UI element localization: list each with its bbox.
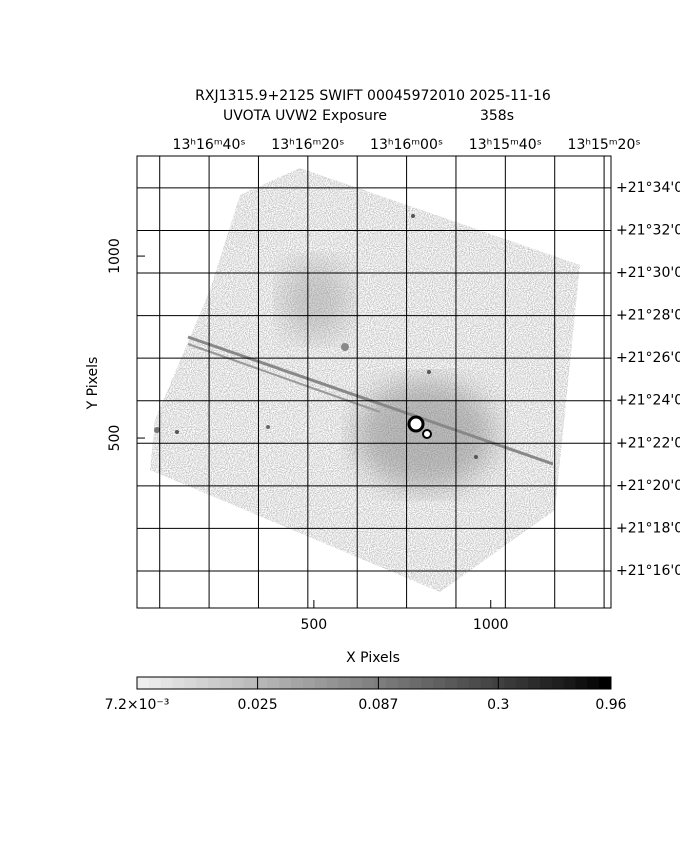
source [341,343,349,351]
ra-tick-label: 13ʰ16ᵐ00ˢ [370,137,443,153]
colorbar-step [208,677,221,689]
colorbar-step [255,677,268,689]
source [427,370,431,374]
x-tick-label: 500 [300,617,327,633]
chart-subtitle: UVOTA UVW2 Exposure [223,108,387,124]
colorbar-step [516,677,529,689]
ra-tick-label: 13ʰ16ᵐ40ˢ [173,137,246,153]
source [474,455,478,459]
source [266,425,270,429]
x-axis-label: X Pixels [346,650,400,666]
colorbar-step [326,677,339,689]
dec-tick-label: +21°18'0 [616,520,680,536]
colorbar-step [184,677,197,689]
colorbar-step [587,677,600,689]
ra-tick-label: 13ʰ15ᵐ40ˢ [469,137,542,153]
colorbar-step [267,677,280,689]
colorbar-tick-label: 0.025 [238,697,278,713]
colorbar-step [172,677,185,689]
y-axis-label: Y Pixels [85,357,101,411]
colorbar-step [551,677,565,689]
colorbar-tick-label: 0.087 [358,697,398,713]
colorbar-step [137,677,150,689]
source [411,214,415,218]
colorbar-step [160,677,174,689]
colorbar-step [196,677,209,689]
diffuse-emission [280,260,350,340]
y-tick-label: 1000 [107,238,123,274]
ra-tick-label: 13ʰ16ᵐ20ˢ [271,137,344,153]
dec-tick-label: +21°26'0 [616,350,680,366]
dec-tick-label: +21°32'0 [616,222,680,238]
colorbar-step [445,677,458,689]
colorbar-frame [136,676,612,690]
colorbar-step [456,677,470,689]
colorbar-step [231,677,245,689]
dec-tick-label: +21°16'0 [616,563,680,579]
colorbar-step [397,677,411,689]
source [175,430,179,434]
colorbar-step [528,677,541,689]
colorbar-step [350,677,363,689]
colorbar-step [243,677,256,689]
colorbar-step [421,677,434,689]
colorbar-step [563,677,576,689]
colorbar-step [279,677,292,689]
colorbar-step [314,677,328,689]
plot-frame [136,155,612,609]
colorbar-step [504,677,517,689]
dec-tick-label: +21°22'0 [616,435,680,451]
colorbar-step [362,677,375,689]
dec-tick-label: +21°28'0 [616,308,680,324]
dec-tick-label: +21°20'0 [616,478,680,494]
colorbar-step [480,677,493,689]
colorbar-step [539,677,553,689]
colorbar-tick-label: 0.96 [595,697,626,713]
colorbar-tick-label: 0.3 [487,697,509,713]
dec-tick-label: +21°24'0 [616,393,680,409]
colorbar-step [148,677,162,689]
colorbar [136,677,612,689]
source [422,429,432,439]
colorbar-step [599,677,612,689]
colorbar-tick-label: 7.2×10⁻³ [105,697,170,713]
colorbar-step [409,677,422,689]
colorbar-step [468,677,482,689]
colorbar-step [385,677,399,689]
exposure-label: 358s [480,108,514,124]
colorbar-step [219,677,233,689]
source [154,427,160,433]
colorbar-step [291,677,304,689]
colorbar-step [433,677,446,689]
grid [137,156,611,608]
chart-title: RXJ1315.9+2125 SWIFT 00045972010 2025-11… [195,88,551,104]
dec-tick-label: +21°34'0 [616,180,680,196]
colorbar-step [338,677,351,689]
ra-tick-label: 13ʰ15ᵐ20ˢ [568,137,641,153]
colorbar-step [575,677,588,689]
source [407,415,425,433]
colorbar-step [374,677,387,689]
colorbar-step [302,677,316,689]
dec-tick-label: +21°30'0 [616,265,680,281]
y-tick-label: 500 [107,425,123,452]
x-tick-label: 1000 [473,617,509,633]
